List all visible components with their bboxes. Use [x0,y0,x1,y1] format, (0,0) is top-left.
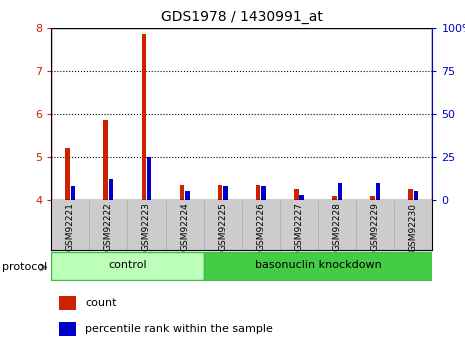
Text: GSM92223: GSM92223 [142,203,151,252]
Bar [141,34,146,200]
Bar [103,120,108,200]
Bar [223,186,228,200]
Text: GSM92229: GSM92229 [371,203,380,252]
Text: GSM92221: GSM92221 [66,203,75,252]
Bar [71,186,75,200]
Bar [65,148,70,200]
Text: GSM92222: GSM92222 [104,203,113,252]
Text: percentile rank within the sample: percentile rank within the sample [86,324,273,334]
Text: protocol: protocol [2,263,47,272]
Bar [414,191,418,200]
Bar [338,183,342,200]
Bar [370,196,375,200]
Bar [147,157,152,200]
Bar [332,196,337,200]
Text: GSM92225: GSM92225 [218,203,227,252]
Text: GSM92224: GSM92224 [180,203,189,252]
Bar [261,186,266,200]
Bar [59,296,76,310]
Bar [185,191,190,200]
Bar [294,189,299,200]
Text: GSM92226: GSM92226 [256,203,266,252]
Bar [408,189,413,200]
Text: GSM92227: GSM92227 [294,203,304,252]
Bar [256,185,260,200]
Bar [109,179,113,200]
Bar [59,322,76,336]
Bar [51,28,432,200]
Text: GSM92228: GSM92228 [332,203,342,252]
Text: count: count [86,298,117,308]
Title: GDS1978 / 1430991_at: GDS1978 / 1430991_at [161,10,323,24]
Text: control: control [108,260,147,270]
Bar [376,183,380,200]
Text: basonuclin knockdown: basonuclin knockdown [255,260,381,270]
Text: GSM92230: GSM92230 [409,203,418,252]
Bar [218,185,222,200]
FancyBboxPatch shape [204,252,432,279]
FancyBboxPatch shape [51,252,204,279]
Bar [179,185,184,200]
Bar [299,195,304,200]
